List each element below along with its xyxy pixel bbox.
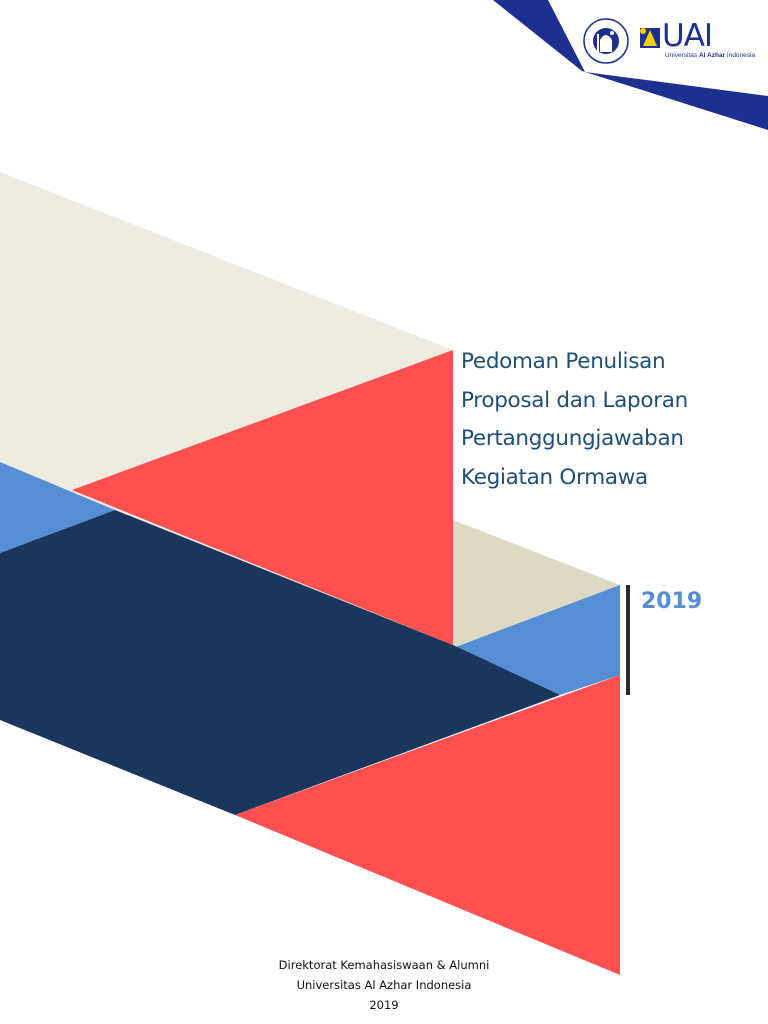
title-line: Proposal dan Laporan bbox=[461, 387, 688, 413]
uai-tagline: Universitas Al Azhar Indonesia bbox=[665, 52, 755, 59]
uai-tagline-suffix: Indonesia bbox=[725, 52, 756, 59]
uai-wordmark: UAI bbox=[662, 18, 713, 54]
uai-logo-mark bbox=[640, 28, 660, 48]
uai-tagline-prefix: Universitas bbox=[665, 52, 699, 59]
red-triangle-upper bbox=[72, 350, 453, 645]
document-title: Pedoman Penulisan Proposal dan Laporan P… bbox=[461, 343, 688, 497]
year-divider bbox=[626, 585, 630, 695]
pesantren-seal-logo bbox=[583, 18, 629, 64]
title-line: Pedoman Penulisan bbox=[461, 349, 666, 374]
blue-band-left bbox=[0, 462, 115, 553]
blue-band-right bbox=[453, 585, 620, 695]
footer-line: Universitas Al Azhar Indonesia bbox=[296, 978, 472, 992]
footer-publisher: Direktorat Kemahasiswaan & Alumni Univer… bbox=[0, 955, 768, 1015]
title-line: Kegiatan Ormawa bbox=[461, 464, 648, 490]
navy-band bbox=[0, 510, 560, 815]
uai-tagline-bold: Al Azhar bbox=[698, 52, 726, 59]
red-triangle-lower bbox=[235, 675, 620, 975]
footer-line: 2019 bbox=[369, 998, 399, 1012]
cover-year: 2019 bbox=[641, 589, 703, 614]
title-line: Pertanggungjawaban bbox=[461, 426, 684, 451]
footer-line: Direktorat Kemahasiswaan & Alumni bbox=[278, 958, 490, 972]
